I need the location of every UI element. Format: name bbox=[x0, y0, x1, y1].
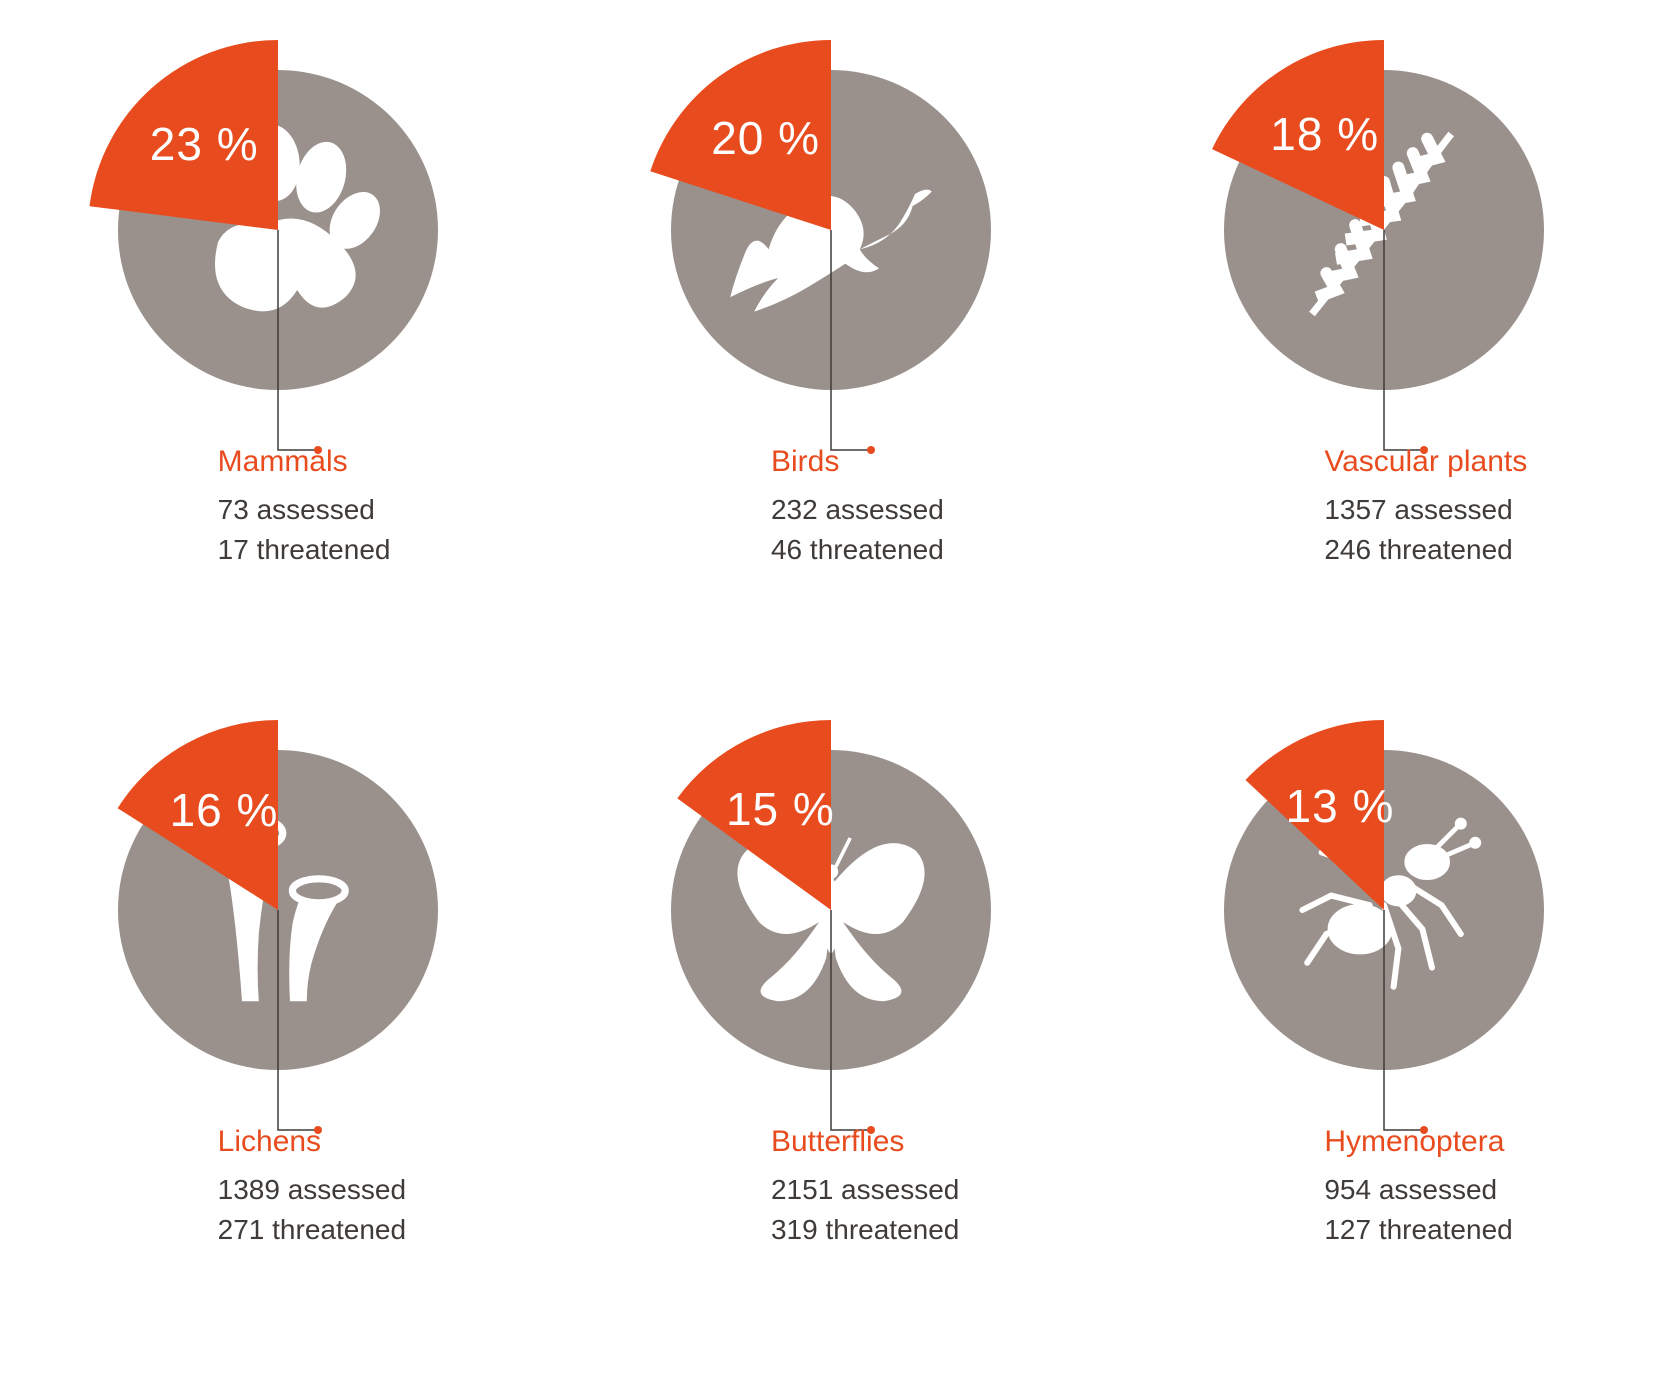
chart-butterflies: 15 % bbox=[641, 720, 1021, 1100]
caption-butterflies: Butterflies 2151 assessed 319 threatened bbox=[771, 1120, 959, 1251]
assessed-lichens: 1389 assessed bbox=[218, 1170, 406, 1211]
percent-lichens: 16 % bbox=[170, 783, 279, 837]
title-butterflies: Butterflies bbox=[771, 1120, 959, 1164]
cell-vascular-plants: 18 % Vascular plants 1357 assessed 246 t… bbox=[1148, 40, 1621, 640]
chart-lichens: 16 % bbox=[88, 720, 468, 1100]
threatened-lichens: 271 threatened bbox=[218, 1210, 406, 1251]
cell-mammals: 23 % Mammals 73 assessed 17 threatened bbox=[41, 40, 514, 640]
caption-mammals: Mammals 73 assessed 17 threatened bbox=[218, 440, 391, 571]
cell-hymenoptera: 13 % Hymenoptera 954 assessed 127 threat… bbox=[1148, 720, 1621, 1320]
cell-birds: 20 % Birds 232 assessed 46 threatened bbox=[594, 40, 1067, 640]
cell-lichens: 16 % Lichens 1389 assessed 271 threatene… bbox=[41, 720, 514, 1320]
caption-lichens: Lichens 1389 assessed 271 threatened bbox=[218, 1120, 406, 1251]
percent-birds: 20 % bbox=[711, 111, 820, 165]
chart-vascular-plants: 18 % bbox=[1194, 40, 1574, 420]
assessed-birds: 232 assessed bbox=[771, 490, 944, 531]
cell-butterflies: 15 % Butterflies 2151 assessed 319 threa… bbox=[594, 720, 1067, 1320]
title-birds: Birds bbox=[771, 440, 944, 484]
title-hymenoptera: Hymenoptera bbox=[1324, 1120, 1512, 1164]
chart-mammals: 23 % bbox=[88, 40, 468, 420]
percent-mammals: 23 % bbox=[150, 117, 259, 171]
threatened-birds: 46 threatened bbox=[771, 530, 944, 571]
percent-hymenoptera: 13 % bbox=[1286, 779, 1395, 833]
threatened-hymenoptera: 127 threatened bbox=[1324, 1210, 1512, 1251]
title-mammals: Mammals bbox=[218, 440, 391, 484]
caption-birds: Birds 232 assessed 46 threatened bbox=[771, 440, 944, 571]
threatened-mammals: 17 threatened bbox=[218, 530, 391, 571]
caption-vascular-plants: Vascular plants 1357 assessed 246 threat… bbox=[1324, 440, 1527, 571]
assessed-butterflies: 2151 assessed bbox=[771, 1170, 959, 1211]
percent-butterflies: 15 % bbox=[726, 782, 835, 836]
assessed-mammals: 73 assessed bbox=[218, 490, 391, 531]
species-infographic-grid: 23 % Mammals 73 assessed 17 threatened 2 bbox=[41, 40, 1621, 1320]
chart-hymenoptera: 13 % bbox=[1194, 720, 1574, 1100]
assessed-vascular-plants: 1357 assessed bbox=[1324, 490, 1527, 531]
chart-birds: 20 % bbox=[641, 40, 1021, 420]
caption-hymenoptera: Hymenoptera 954 assessed 127 threatened bbox=[1324, 1120, 1512, 1251]
threatened-butterflies: 319 threatened bbox=[771, 1210, 959, 1251]
threatened-vascular-plants: 246 threatened bbox=[1324, 530, 1527, 571]
title-vascular-plants: Vascular plants bbox=[1324, 440, 1527, 484]
assessed-hymenoptera: 954 assessed bbox=[1324, 1170, 1512, 1211]
percent-vascular-plants: 18 % bbox=[1270, 107, 1379, 161]
title-lichens: Lichens bbox=[218, 1120, 406, 1164]
